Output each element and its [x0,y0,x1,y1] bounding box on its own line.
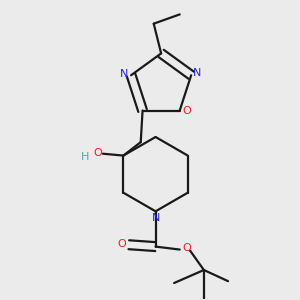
Text: N: N [120,69,129,79]
Text: H: H [81,152,89,162]
Text: O: O [93,148,102,158]
Text: O: O [118,239,127,249]
Text: N: N [193,68,201,78]
Text: O: O [182,244,191,254]
Text: O: O [183,106,191,116]
Text: N: N [152,213,160,223]
